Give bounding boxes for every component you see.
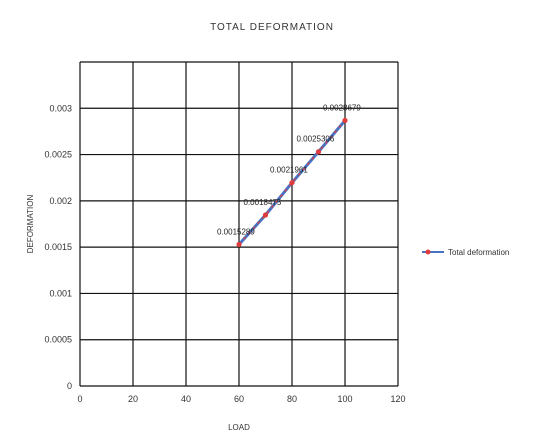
x-tick-label: 20 (128, 394, 138, 404)
y-tick-label: 0 (67, 381, 72, 391)
chart-title: TOTAL DEFORMATION (210, 22, 334, 33)
data-label: 0.0021961 (270, 166, 308, 175)
x-tick-label: 80 (287, 394, 297, 404)
y-tick-label: 0.001 (49, 288, 72, 298)
y-tick-label: 0.0015 (44, 242, 72, 252)
y-tick-label: 0.003 (49, 103, 72, 113)
data-label: 0.0028679 (323, 104, 361, 113)
legend-label: Total deformation (448, 248, 509, 257)
x-tick-label: 120 (390, 394, 405, 404)
y-tick-label: 0.0005 (44, 335, 72, 345)
x-tick-label: 60 (234, 394, 244, 404)
data-label: 0.0015289 (217, 227, 255, 236)
series-layer (236, 117, 348, 248)
tick-labels: 0 20 40 60 80 100 120 0 0.0005 0.001 0.0015 0.002 0.… (44, 103, 405, 404)
x-tick-label: 0 (77, 394, 82, 404)
y-tick-label: 0.002 (49, 196, 72, 206)
series-line-dash (238, 120, 346, 245)
x-tick-label: 40 (181, 394, 191, 404)
data-point (342, 117, 348, 124)
y-tick-label: 0.0025 (44, 150, 72, 160)
data-point (236, 241, 242, 248)
data-labels: 0.0015289 0.0018475 0.0021961 0.0025306 0.00… (217, 104, 361, 237)
legend: Total deformation (422, 248, 509, 257)
data-point (315, 149, 322, 155)
y-axis-title: DEFORMATION (26, 195, 35, 254)
gridlines (79, 61, 399, 387)
data-point (289, 180, 295, 186)
data-label: 0.0025306 (297, 135, 335, 144)
data-label: 0.0018475 (244, 198, 282, 207)
x-tick-label: 100 (337, 394, 352, 404)
legend-marker-swatch (425, 249, 431, 255)
x-axis-title: LOAD (228, 423, 250, 432)
data-point (262, 212, 269, 218)
